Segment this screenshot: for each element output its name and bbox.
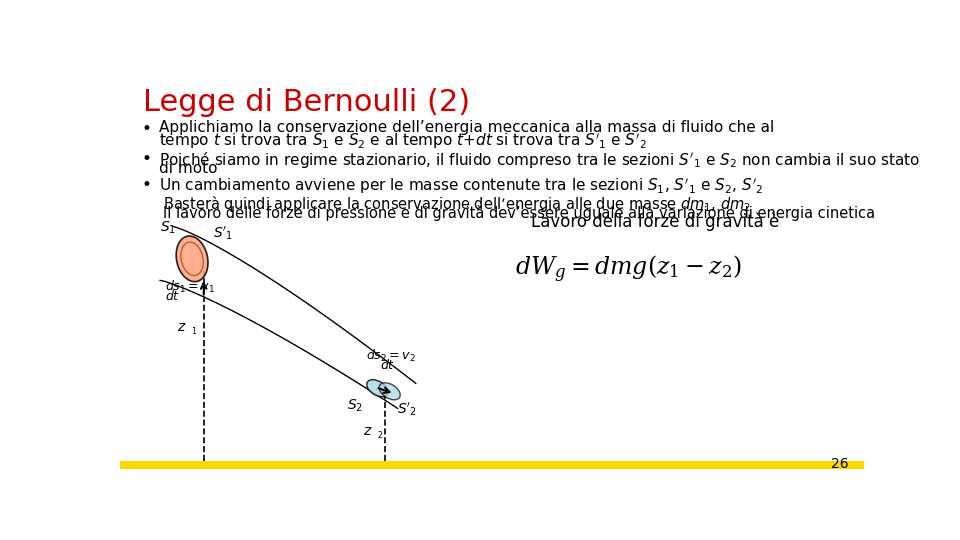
Ellipse shape [177,236,208,282]
Text: $_2$: $_2$ [376,430,383,442]
Text: •: • [142,177,152,194]
Text: di moto: di moto [158,161,217,176]
Text: •: • [142,150,152,167]
Text: $S_1$: $S_1$ [159,219,176,236]
Text: $dt$: $dt$ [379,358,395,372]
Text: Basterà quindi applicare la conservazione dell’energia alle due masse $dm_1$, $d: Basterà quindi applicare la conservazion… [162,194,751,214]
Text: Legge di Bernoulli (2): Legge di Bernoulli (2) [143,88,470,117]
Text: Il lavoro delle forze di pressione e di gravità dev’essere uguale alla variazion: Il lavoro delle forze di pressione e di … [162,205,875,221]
Text: $S_2$: $S_2$ [348,397,363,414]
Text: Lavoro della forze di gravità è: Lavoro della forze di gravità è [531,213,779,231]
Text: $ds_2$$=$$v_2$: $ds_2$$=$$v_2$ [367,347,417,363]
Text: $z$: $z$ [177,320,186,334]
Ellipse shape [379,383,400,400]
Text: $_1$: $_1$ [190,326,197,338]
Text: tempo $t$ si trova tra $S_1$ e $S_2$ e al tempo $t$+$dt$ si trova tra $S'_1$ e $: tempo $t$ si trova tra $S_1$ e $S_2$ e a… [158,132,647,151]
Text: $dW_g = dmg(z_1 - z_2)$: $dW_g = dmg(z_1 - z_2)$ [516,253,742,285]
Text: $S'_2$: $S'_2$ [397,401,418,418]
Text: 26: 26 [830,457,849,471]
Ellipse shape [367,380,388,397]
Text: Un cambiamento avviene per le masse contenute tra le sezioni $S_1$, $S'_1$ e $S_: Un cambiamento avviene per le masse cont… [158,177,763,196]
Text: Applichiamo la conservazione dell’energia meccanica alla massa di fluido che al: Applichiamo la conservazione dell’energi… [158,120,774,135]
Text: Poiché siamo in regime stazionario, il fluido compreso tra le sezioni $S'_1$ e $: Poiché siamo in regime stazionario, il f… [158,150,920,170]
Text: •: • [142,120,152,138]
Text: $ds_1$$=$$v_1$: $ds_1$$=$$v_1$ [165,279,215,295]
Text: $dt$: $dt$ [165,289,180,303]
Text: $z$: $z$ [363,423,372,437]
Text: $S'_1$: $S'_1$ [213,224,233,242]
Bar [120,461,864,469]
